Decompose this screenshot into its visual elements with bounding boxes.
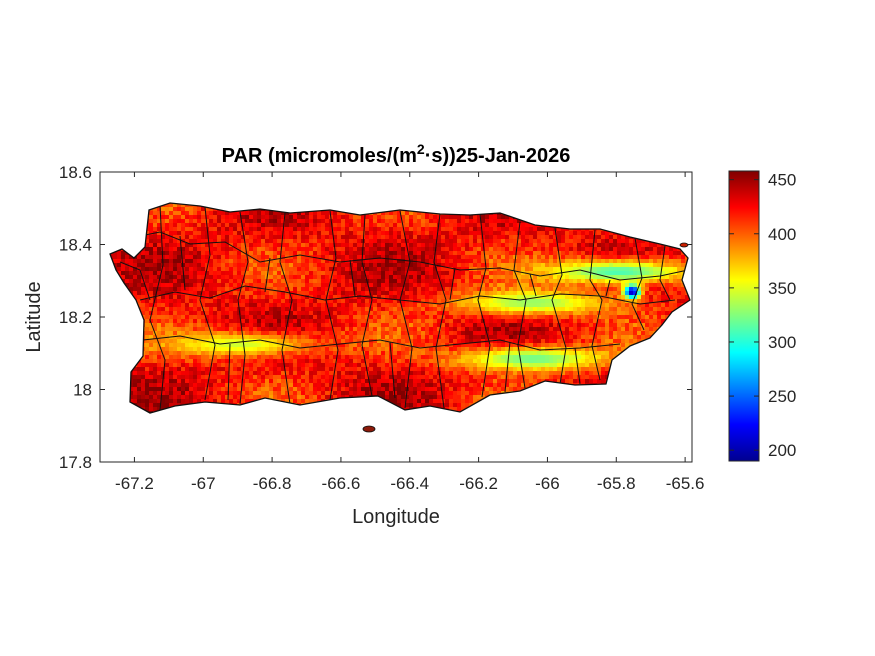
municipal-boundaries [119, 204, 689, 411]
x-axis-label: Longitude [352, 506, 440, 528]
offshore-islet [679, 242, 689, 248]
x-axis-ticks: -67.2 -67 -66.8 -66.6 -66.4 -66.2 -66 -65.8 -65.… [115, 172, 704, 493]
y-tick-label: 18.2 [59, 308, 92, 327]
colorbar-ticks: 200 250 300 350 400 450 [729, 171, 796, 460]
colorbar-tick-label: 300 [768, 333, 796, 352]
y-tick-label: 18 [73, 381, 92, 400]
x-tick-label: -66.4 [390, 474, 429, 493]
x-tick-label: -67 [191, 474, 216, 493]
y-tick-label: 17.8 [59, 453, 92, 472]
colorbar-tick-label: 200 [768, 441, 796, 460]
colorbar-tick-label: 350 [768, 279, 796, 298]
colorbar-tick-label: 400 [768, 225, 796, 244]
y-tick-label: 18.6 [59, 163, 92, 182]
offshore-islet [362, 425, 376, 433]
x-tick-label: -66 [535, 474, 560, 493]
colorbar-tick-label: 250 [768, 387, 796, 406]
y-axis-label: Latitude [23, 281, 45, 352]
chart-title: PAR (micromoles/(m2·s))25-Jan-2026 [222, 141, 571, 167]
x-tick-label: -65.8 [597, 474, 636, 493]
x-tick-label: -67.2 [115, 474, 154, 493]
x-tick-label: -66.8 [253, 474, 292, 493]
y-tick-label: 18.4 [59, 236, 92, 255]
y-axis-ticks: 17.8 18 18.2 18.4 18.6 [59, 163, 692, 472]
colorbar-tick-label: 450 [768, 171, 796, 190]
x-tick-label: -65.6 [666, 474, 705, 493]
x-tick-label: -66.6 [322, 474, 361, 493]
x-tick-label: -66.2 [459, 474, 498, 493]
colorbar [728, 170, 760, 462]
